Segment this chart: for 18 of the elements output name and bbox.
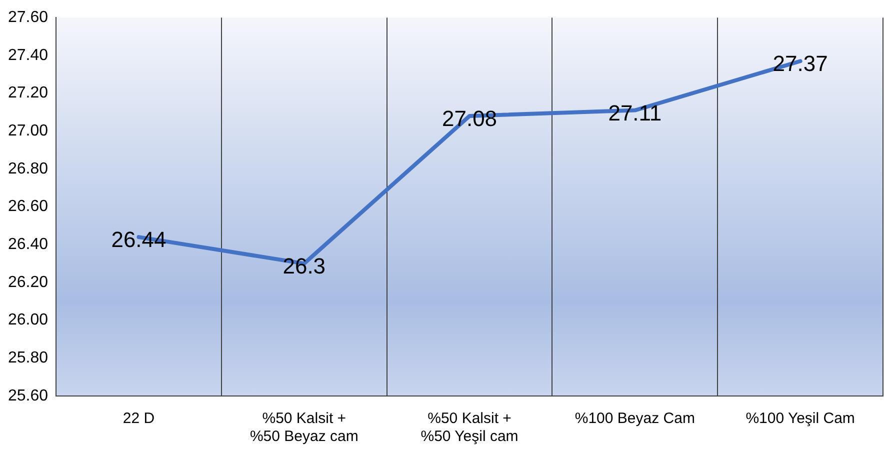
y-tick-label: 25.80 bbox=[8, 350, 48, 367]
x-tick-label: %100 Beyaz Cam bbox=[574, 410, 695, 428]
x-tick-label: %50 Kalsit + %50 Beyaz cam bbox=[250, 410, 358, 446]
data-label: 26.3 bbox=[282, 254, 326, 279]
y-tick-label: 26.40 bbox=[8, 236, 48, 254]
y-tick-label: 26.20 bbox=[8, 274, 48, 291]
y-tick-label: 27.60 bbox=[8, 9, 48, 26]
data-label: 26.44 bbox=[111, 227, 166, 252]
y-tick-label: 26.80 bbox=[8, 160, 48, 178]
x-tick-label: 22 D bbox=[122, 410, 155, 428]
y-tick-label: 26.60 bbox=[8, 198, 48, 216]
x-tick-label: %100 Yeşil Cam bbox=[746, 410, 855, 428]
x-tick-label: %50 Kalsit + %50 Yeşil cam bbox=[420, 410, 518, 446]
y-tick-label: 27.00 bbox=[8, 122, 48, 140]
y-tick-label: 27.40 bbox=[8, 46, 48, 64]
y-tick-label: 25.60 bbox=[8, 387, 48, 404]
y-tick-label: 26.00 bbox=[8, 312, 48, 329]
y-tick-label: 27.20 bbox=[8, 84, 48, 102]
